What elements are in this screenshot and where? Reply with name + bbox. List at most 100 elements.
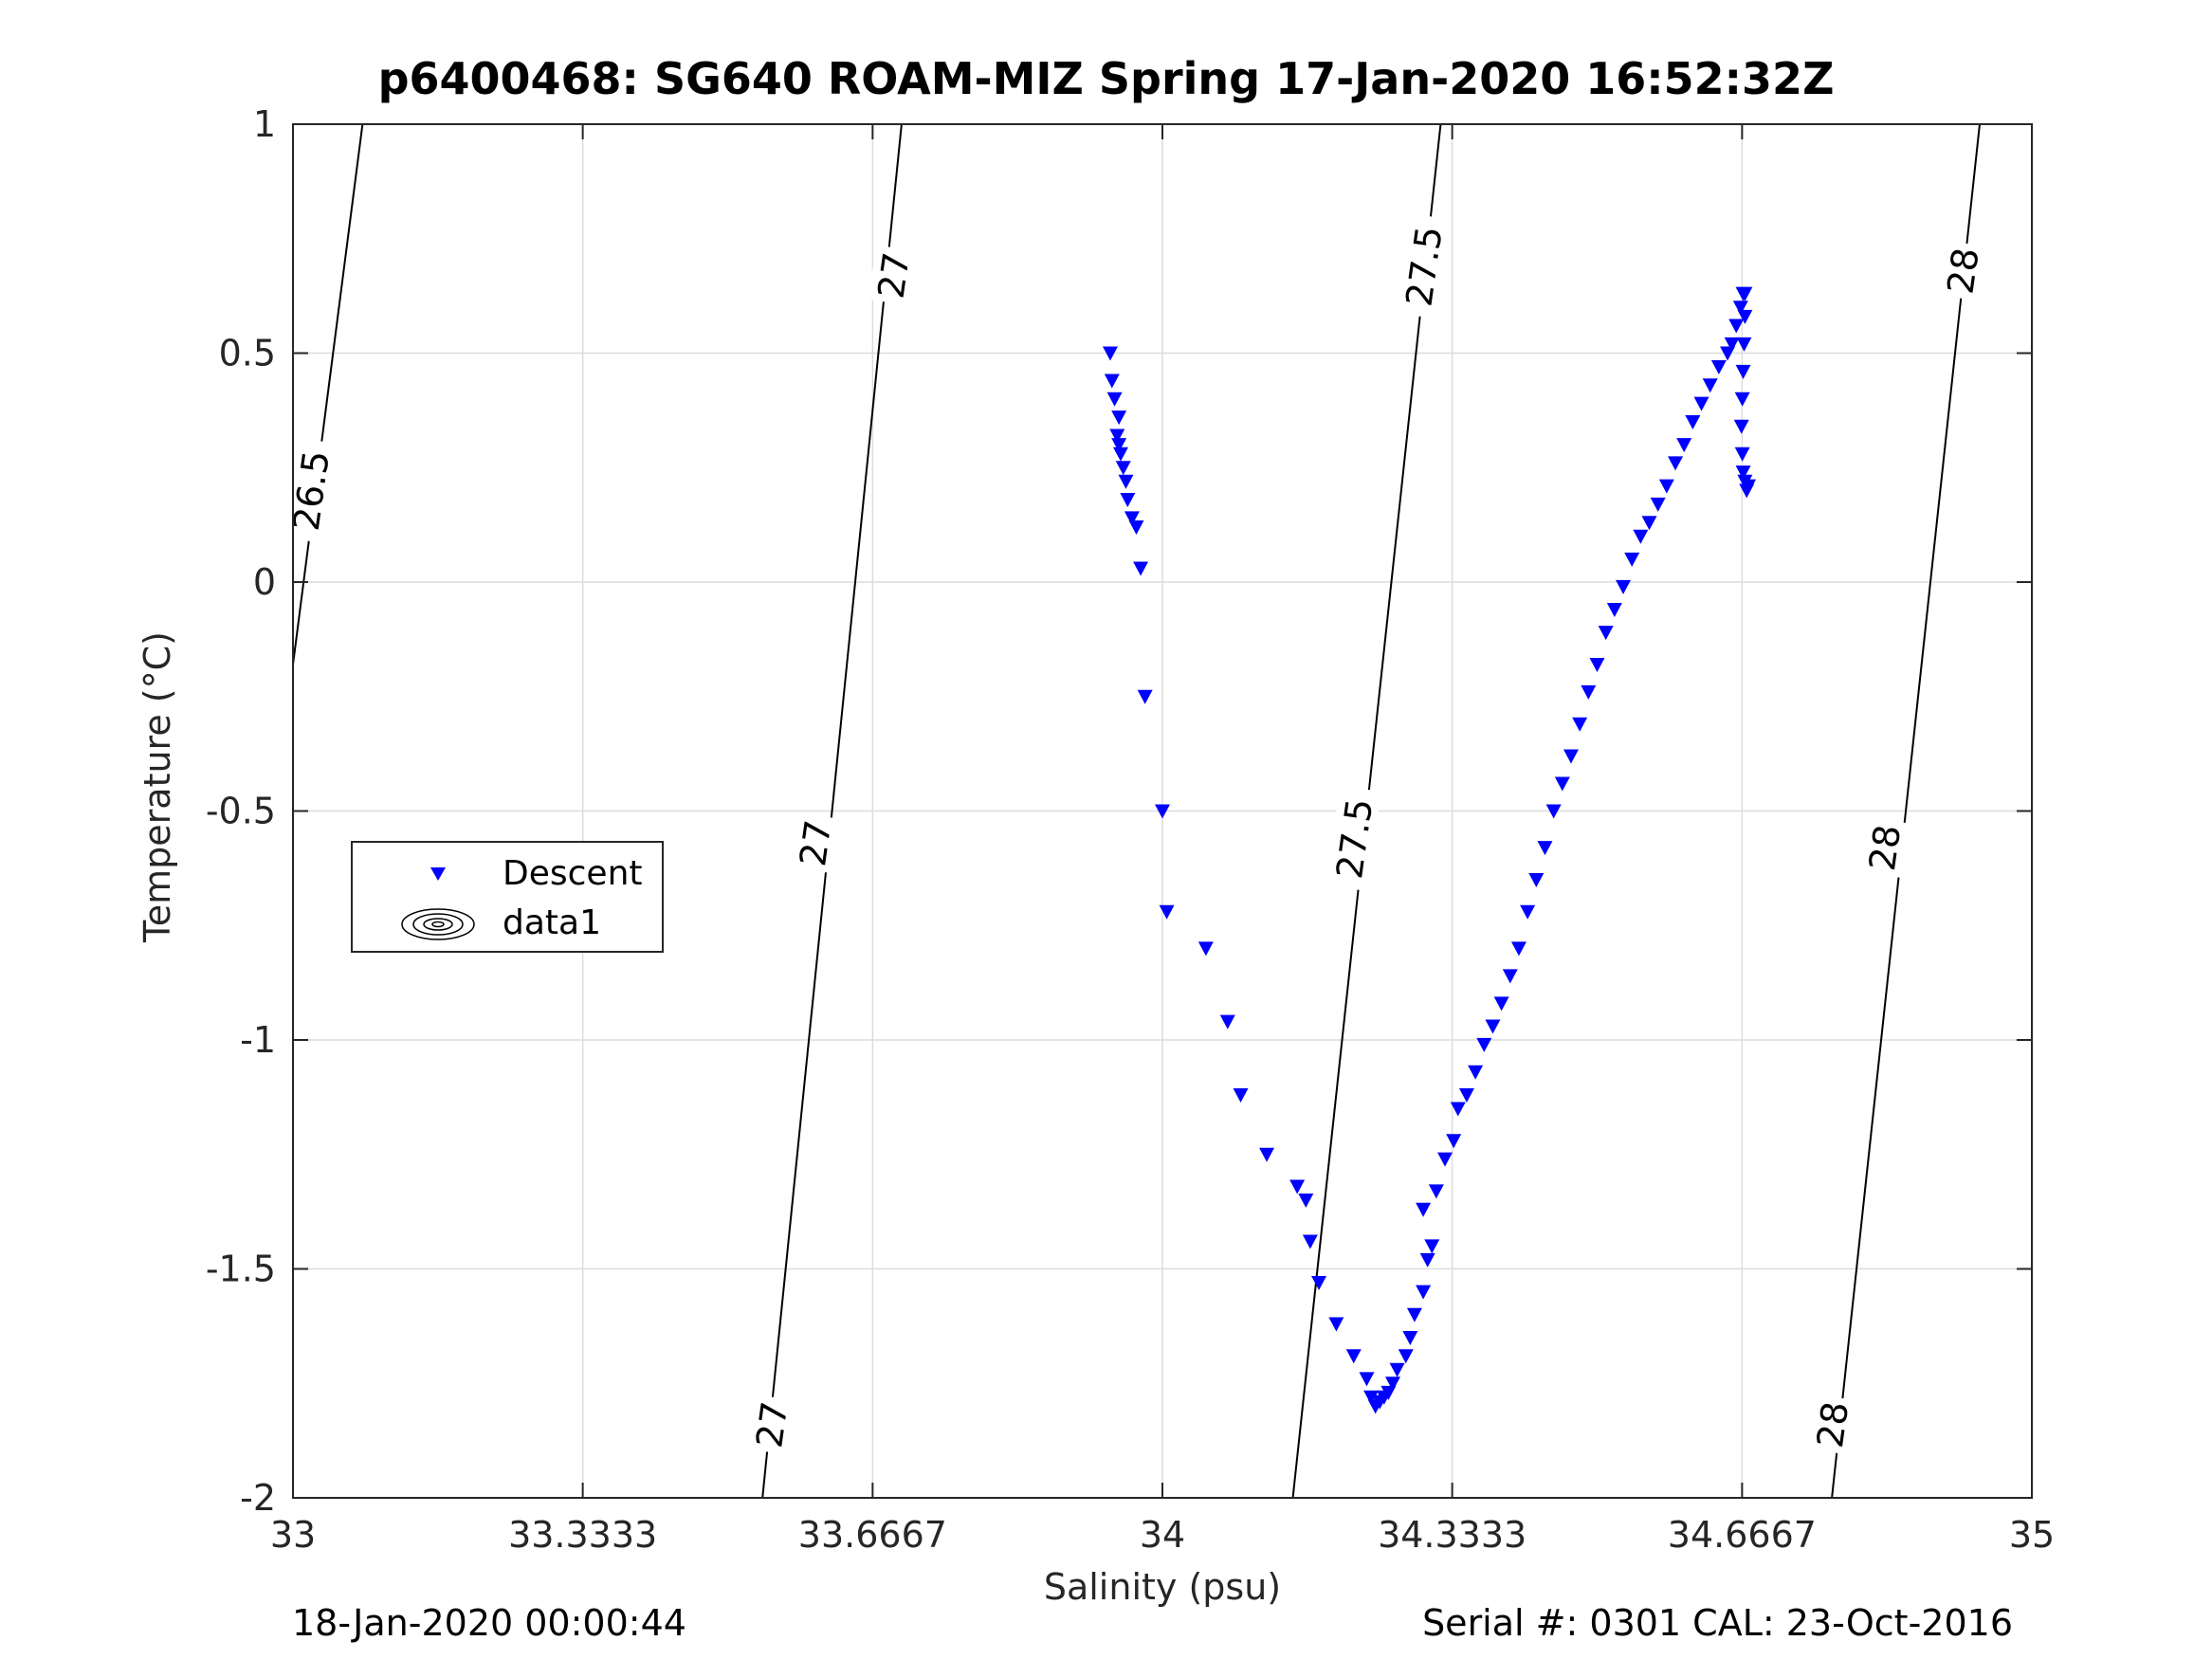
data-point	[1446, 1134, 1462, 1149]
contour-label-bg	[283, 437, 338, 543]
data-point	[1734, 392, 1750, 407]
data-point	[1106, 392, 1123, 407]
data-point	[1137, 689, 1153, 704]
y-tick-label: 0	[253, 561, 276, 603]
data-point	[1302, 1234, 1318, 1249]
contour-label: 27	[868, 245, 918, 306]
y-tick-label: -1.5	[206, 1249, 276, 1290]
data-point	[1111, 410, 1127, 426]
axes-box	[292, 123, 2033, 1499]
data-point	[1685, 414, 1701, 429]
contour-label: 28	[1807, 1394, 1856, 1455]
contour-label-bg	[790, 812, 840, 874]
contour-label-bg	[1325, 785, 1381, 892]
data-point	[1737, 286, 1753, 301]
data-point	[1406, 1307, 1422, 1322]
data-point	[1428, 1184, 1444, 1199]
data-point	[1485, 1019, 1501, 1034]
data-point	[1581, 684, 1597, 700]
data-point	[1650, 497, 1666, 512]
contour-label-bg	[1937, 240, 1987, 301]
data-point	[1104, 374, 1120, 389]
data-point	[1502, 969, 1518, 984]
contour-label-bg	[1859, 817, 1909, 878]
x-tick-label: 34.3333	[1378, 1514, 1526, 1556]
y-tick-label: 1	[253, 103, 276, 145]
x-tick-label: 33	[270, 1514, 316, 1556]
data-point	[1624, 552, 1640, 567]
data-point	[1120, 493, 1136, 508]
contour-label-bg	[868, 245, 918, 306]
data-point	[1735, 465, 1751, 481]
contour-label: 27	[790, 812, 840, 874]
data-point	[1363, 1390, 1380, 1405]
data-point	[1589, 657, 1605, 672]
data-point	[1736, 337, 1752, 352]
data-point	[1668, 456, 1684, 471]
data-point	[1693, 396, 1709, 411]
data-point	[1155, 804, 1170, 819]
contour-label: 27.5	[1325, 785, 1381, 892]
contour-label: 27	[746, 1394, 796, 1455]
data-point	[1345, 1349, 1362, 1364]
data-point	[1476, 1037, 1492, 1052]
data-point	[1710, 359, 1727, 374]
x-tick-label: 34.6667	[1668, 1514, 1817, 1556]
contour-label-text: 28	[1861, 822, 1909, 873]
data-point	[1641, 516, 1657, 531]
data-point	[1416, 1202, 1432, 1217]
data-point	[1606, 602, 1622, 617]
contour-label-bg	[746, 1394, 796, 1455]
data-point	[1102, 346, 1118, 361]
data-point	[1259, 1147, 1275, 1162]
data-point	[1735, 364, 1751, 379]
data-point	[1468, 1065, 1484, 1080]
contour-icon	[401, 908, 475, 940]
data-point	[1298, 1194, 1314, 1209]
data-point	[1734, 447, 1750, 462]
data-point	[1359, 1372, 1375, 1387]
footer-timestamp: 18-Jan-2020 00:00:44	[292, 1602, 686, 1644]
x-axis-label: Salinity (psu)	[1043, 1566, 1282, 1608]
legend-label-descent: Descent	[503, 854, 643, 893]
data-point	[1416, 1285, 1432, 1300]
x-tick-label: 33.6667	[798, 1514, 947, 1556]
y-tick-label: -2	[240, 1477, 276, 1519]
data-point	[1563, 749, 1579, 764]
axes	[292, 123, 2033, 1499]
contour-label: 28	[1937, 240, 1987, 301]
data-point	[1109, 428, 1125, 444]
data-point	[1219, 1014, 1235, 1030]
data-point	[1311, 1275, 1327, 1290]
data-point	[1133, 561, 1149, 576]
contour-line-26.5	[292, 123, 364, 665]
data-point	[1289, 1179, 1306, 1194]
contour-line-28	[1831, 123, 1981, 1499]
data-point	[1118, 474, 1134, 489]
contour-label-bg	[1807, 1394, 1856, 1455]
data-point	[1537, 841, 1553, 856]
data-point	[1728, 319, 1745, 334]
data-point	[1732, 301, 1748, 316]
data-point	[1115, 461, 1131, 476]
data-point	[1737, 309, 1753, 324]
contour-label: 28	[1859, 817, 1909, 878]
data-point	[1676, 438, 1692, 453]
legend-label-data1: data1	[503, 903, 601, 942]
data-point	[1419, 1252, 1435, 1267]
data-point	[1128, 520, 1144, 536]
data-point	[1572, 717, 1588, 732]
data-point	[1112, 447, 1128, 462]
data-point	[1598, 626, 1614, 641]
data-point	[1111, 438, 1127, 453]
data-point	[1724, 337, 1740, 352]
contour-label-text: 27	[870, 250, 918, 301]
data-point	[1389, 1362, 1405, 1377]
contour-label-text: 28	[1939, 246, 1986, 297]
data-point	[1733, 419, 1749, 434]
contour-label-bg	[1395, 213, 1452, 319]
data-point	[1493, 996, 1509, 1012]
data-point	[1450, 1102, 1466, 1117]
data-point	[1554, 776, 1570, 792]
